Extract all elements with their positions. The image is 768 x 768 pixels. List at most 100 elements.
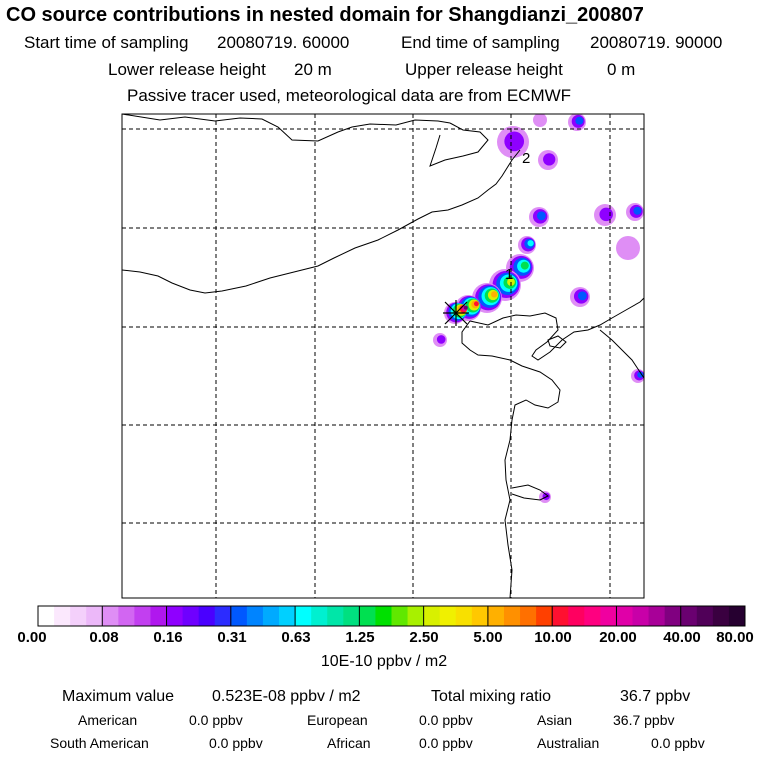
region-value: 0.0 ppbv <box>189 712 243 728</box>
colorbar-tick: 20.00 <box>599 629 637 646</box>
plume-cell <box>463 305 468 310</box>
plume-cell <box>575 116 584 125</box>
colorbar-dividers <box>101 606 682 626</box>
colorbar-cell <box>487 606 505 626</box>
colorbar-cell <box>680 606 698 626</box>
map-frame <box>121 113 645 599</box>
plume-cell <box>527 240 534 247</box>
colorbar <box>38 606 746 626</box>
map-label-1: 1 <box>505 266 513 283</box>
colorbar-cell <box>166 606 184 626</box>
end-time-value: 20080719. 90000 <box>590 33 723 52</box>
colorbar-cell <box>262 606 280 626</box>
colorbar-cell <box>648 606 666 626</box>
colorbar-cell <box>150 606 168 626</box>
colorbar-tick: 0.16 <box>153 629 183 646</box>
colorbar-cell <box>118 606 135 626</box>
plume-cell <box>536 211 546 221</box>
coastline-north <box>122 114 451 142</box>
colorbar-cell <box>391 606 409 626</box>
coastline-bay <box>469 297 644 361</box>
chart-title: CO source contributions in nested domain… <box>6 4 644 26</box>
colorbar-cell <box>70 606 87 626</box>
colorbar-cell <box>54 606 71 626</box>
colorbar-cell <box>600 606 617 626</box>
colorbar-cell <box>182 606 200 626</box>
region-name: Australian <box>537 735 600 751</box>
plume-layer <box>433 114 644 503</box>
colorbar-cell <box>343 606 360 626</box>
lower-release-label: Lower release height <box>108 60 266 79</box>
colorbar-cell <box>311 606 328 626</box>
region-value: 0.0 ppbv <box>651 735 705 751</box>
colorbar-cell <box>279 606 296 626</box>
total-mixing-label: Total mixing ratio <box>431 688 552 705</box>
colorbar-cell <box>359 606 376 626</box>
plume-cell <box>633 206 642 215</box>
receptor-star <box>443 300 469 326</box>
colorbar-tick: 1.25 <box>345 629 375 646</box>
colorbar-frame <box>37 605 746 627</box>
region-value: 0.0 ppbv <box>419 712 473 728</box>
plume-cell <box>577 291 587 301</box>
colorbar-cell <box>632 606 650 626</box>
colorbar-cell <box>214 606 232 626</box>
upper-release-value: 0 m <box>607 60 636 79</box>
plume-cell <box>599 207 613 222</box>
colorbar-cell <box>423 606 441 626</box>
colorbar-cell <box>38 606 55 626</box>
coastline-river <box>429 122 489 167</box>
region-value: 36.7 ppbv <box>613 712 675 728</box>
region-name: South American <box>50 735 149 751</box>
colorbar-tick: 0.08 <box>89 629 119 646</box>
colorbar-cell <box>102 606 119 626</box>
colorbar-cell <box>455 606 473 626</box>
colorbar-cell <box>728 606 746 626</box>
colorbar-cell <box>696 606 714 626</box>
upper-release-label: Upper release height <box>405 60 563 79</box>
colorbar-tick: 80.00 <box>716 629 754 646</box>
plume-cell <box>533 114 547 127</box>
plume-cell <box>637 371 644 378</box>
colorbar-tick: 10.00 <box>534 629 572 646</box>
colorbar-unit: 10E-10 ppbv / m2 <box>320 653 448 670</box>
colorbar-cell <box>230 606 248 626</box>
start-time-label: Start time of sampling <box>24 33 189 52</box>
plume-cell <box>436 335 446 344</box>
colorbar-tick: 0.63 <box>281 629 311 646</box>
plume-cell <box>491 291 498 298</box>
colorbar-cell <box>375 606 392 626</box>
map-label-2: 2 <box>522 150 530 167</box>
plume-cell <box>543 153 556 166</box>
plume-cell <box>616 236 640 260</box>
grid-lines <box>122 114 644 598</box>
colorbar-cell <box>568 606 585 626</box>
region-name: American <box>78 712 138 728</box>
colorbar-cell <box>552 606 569 626</box>
colorbar-cell <box>295 606 312 626</box>
coastlines <box>122 114 644 598</box>
max-value: 0.523E-08 ppbv / m2 <box>212 688 361 705</box>
island-1 <box>511 484 549 501</box>
plume-cell <box>520 261 529 270</box>
colorbar-cell <box>198 606 216 626</box>
region-value: 0.0 ppbv <box>209 735 263 751</box>
region-name: African <box>327 735 371 751</box>
colorbar-cell <box>664 606 682 626</box>
colorbar-cell <box>439 606 457 626</box>
colorbar-cell <box>86 606 103 626</box>
colorbar-cell <box>134 606 151 626</box>
region-name: European <box>307 712 368 728</box>
island-2 <box>547 335 567 349</box>
coastline-peninsula <box>461 320 561 598</box>
plume-cell <box>504 131 525 152</box>
colorbar-cell <box>327 606 344 626</box>
colorbar-cell <box>616 606 634 626</box>
colorbar-cell <box>246 606 264 626</box>
colorbar-cell <box>407 606 425 626</box>
start-time-value: 20080719. 60000 <box>217 33 350 52</box>
plume-cell <box>473 301 479 307</box>
colorbar-cell <box>520 606 537 626</box>
max-value-label: Maximum value <box>62 688 175 705</box>
